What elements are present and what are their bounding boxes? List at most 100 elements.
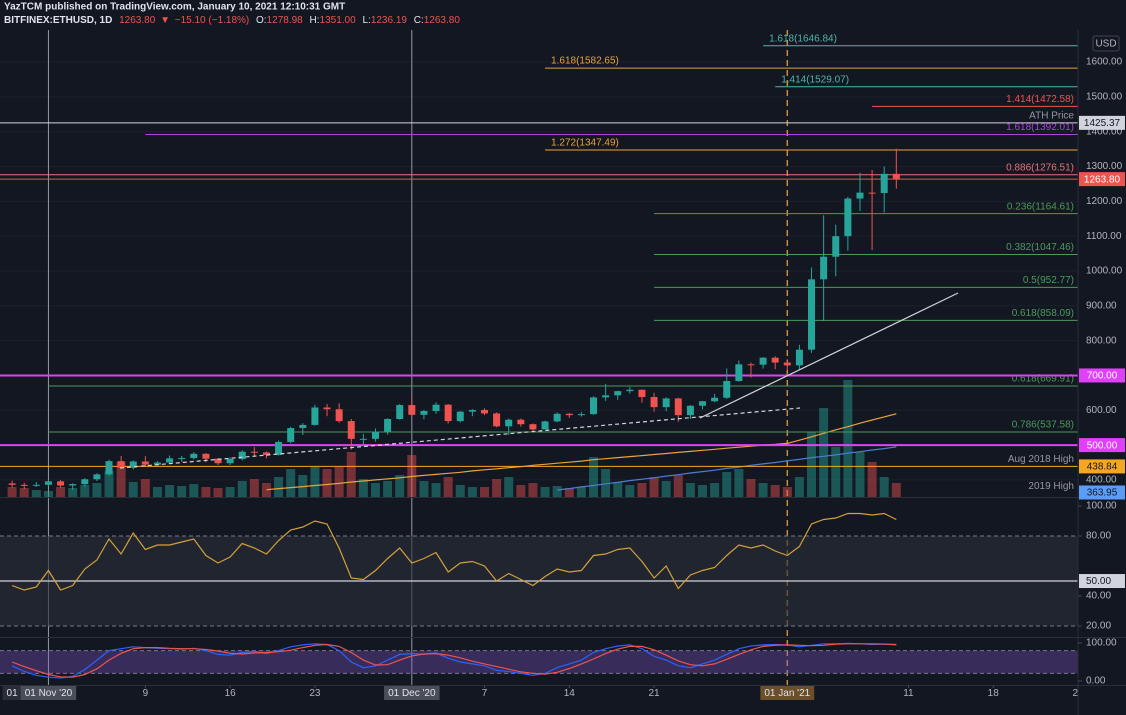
price-badge-label: 700.00 <box>1087 371 1118 382</box>
candle-body <box>190 453 198 458</box>
change-arrow: ▼ <box>160 15 170 26</box>
volume-bar <box>855 452 865 497</box>
candle-body <box>323 407 331 410</box>
candle-body <box>105 461 113 475</box>
candle-body <box>795 349 803 366</box>
x-tick-label: 01 Jan '21 <box>764 688 810 699</box>
candle-body <box>396 405 404 419</box>
fib-label: 1.414(1529.07) <box>781 74 849 85</box>
rsi-tick-label: 20.00 <box>1086 621 1111 632</box>
price-badge <box>1079 485 1125 500</box>
candle-body <box>32 484 40 486</box>
volume-bar <box>455 485 465 497</box>
volume-bar <box>286 469 296 497</box>
candle-body <box>614 391 622 396</box>
candle-body <box>44 481 52 485</box>
volume-bar <box>322 469 332 497</box>
candle-body <box>577 414 585 416</box>
candle-body <box>674 398 682 416</box>
y-tick-label: 1000.00 <box>1086 266 1123 277</box>
x-tick-label: 16 <box>225 688 237 699</box>
rsi-line <box>11 512 897 591</box>
last-price: 1263.80 <box>119 15 156 26</box>
x-tick-box <box>384 686 440 700</box>
volume-bar <box>770 485 780 497</box>
volume-bar <box>249 479 259 497</box>
volume-bar <box>310 467 320 497</box>
x-tick-label: 01 <box>7 688 19 699</box>
candle-body <box>238 451 246 460</box>
volume-bar <box>237 481 247 497</box>
x-tick-box <box>760 686 815 700</box>
y-tick-label: 900.00 <box>1086 300 1117 311</box>
stoch-tick-label: 0.00 <box>1086 676 1106 687</box>
open-label: O: <box>256 15 267 26</box>
rsi-tick-label: 80.00 <box>1086 531 1111 542</box>
volume-bar <box>782 487 792 497</box>
volume-bar <box>685 483 695 497</box>
volume-bar <box>564 488 574 497</box>
candle-body <box>408 405 416 415</box>
low: 1236.19 <box>371 15 408 26</box>
drawings <box>119 292 959 469</box>
candle-body <box>347 421 355 439</box>
volume-bar <box>867 462 877 497</box>
candle-body <box>747 364 755 366</box>
symbol: BITFINEX:ETHUSD, 1D <box>4 15 112 26</box>
price-badge <box>1079 115 1125 130</box>
x-tick-label: 25 <box>1072 688 1084 699</box>
candle-body <box>590 397 598 415</box>
close: 1263.80 <box>424 15 461 26</box>
volume-bar <box>80 485 90 497</box>
moving-average <box>266 413 897 491</box>
volume-bar <box>92 483 102 497</box>
x-tick-box <box>20 686 77 700</box>
x-tick-label: 11 <box>903 688 914 699</box>
volume-bar <box>807 432 817 497</box>
volume-bar <box>819 408 829 497</box>
candle-body <box>359 438 367 440</box>
price-badge <box>1079 368 1125 383</box>
candle-body <box>384 418 392 432</box>
volume-bar <box>177 486 187 497</box>
symbol-line: BITFINEX:ETHUSD, 1D 1263.80 ▼ −15.10 (−1… <box>4 15 460 26</box>
volume-bar <box>7 487 17 497</box>
candle-body <box>638 389 646 398</box>
volume-bar <box>528 483 538 497</box>
volume-bar <box>637 483 647 497</box>
fib-label: 0.886(1276.51) <box>1006 162 1074 173</box>
volume-bar <box>576 487 586 497</box>
candle-body <box>420 410 428 415</box>
volume-bar <box>213 488 223 497</box>
volume-bar <box>189 484 199 497</box>
candle-body <box>602 395 610 398</box>
volume-bar <box>479 487 489 497</box>
volume-bar <box>879 477 889 497</box>
candle-body <box>93 474 101 480</box>
candle-body <box>117 461 125 468</box>
price-badge-label: 1263.80 <box>1084 174 1121 185</box>
candle-body <box>69 484 77 486</box>
volume-bar <box>504 477 514 497</box>
high-label: H: <box>310 15 320 26</box>
candle-body <box>771 357 779 363</box>
candle-body <box>735 364 743 382</box>
x-tick-box <box>2 686 22 700</box>
y-tick-label: 1500.00 <box>1086 92 1123 103</box>
candle-body <box>81 479 89 485</box>
price-badge <box>1079 172 1125 187</box>
volume-bar <box>68 488 78 497</box>
candle-body <box>783 362 791 366</box>
volume-bar <box>165 485 175 497</box>
candle-body <box>311 407 319 425</box>
volume-bar <box>274 477 284 497</box>
volume-bar <box>589 457 599 497</box>
volume-bar <box>649 477 659 497</box>
volume-bar <box>56 487 66 497</box>
volume-bar <box>843 380 853 497</box>
candle-body <box>529 424 537 430</box>
candle-body <box>8 483 16 485</box>
x-tick-label: 14 <box>564 688 576 699</box>
level-note: Aug 2018 High <box>1008 454 1074 465</box>
candle-body <box>565 413 573 416</box>
